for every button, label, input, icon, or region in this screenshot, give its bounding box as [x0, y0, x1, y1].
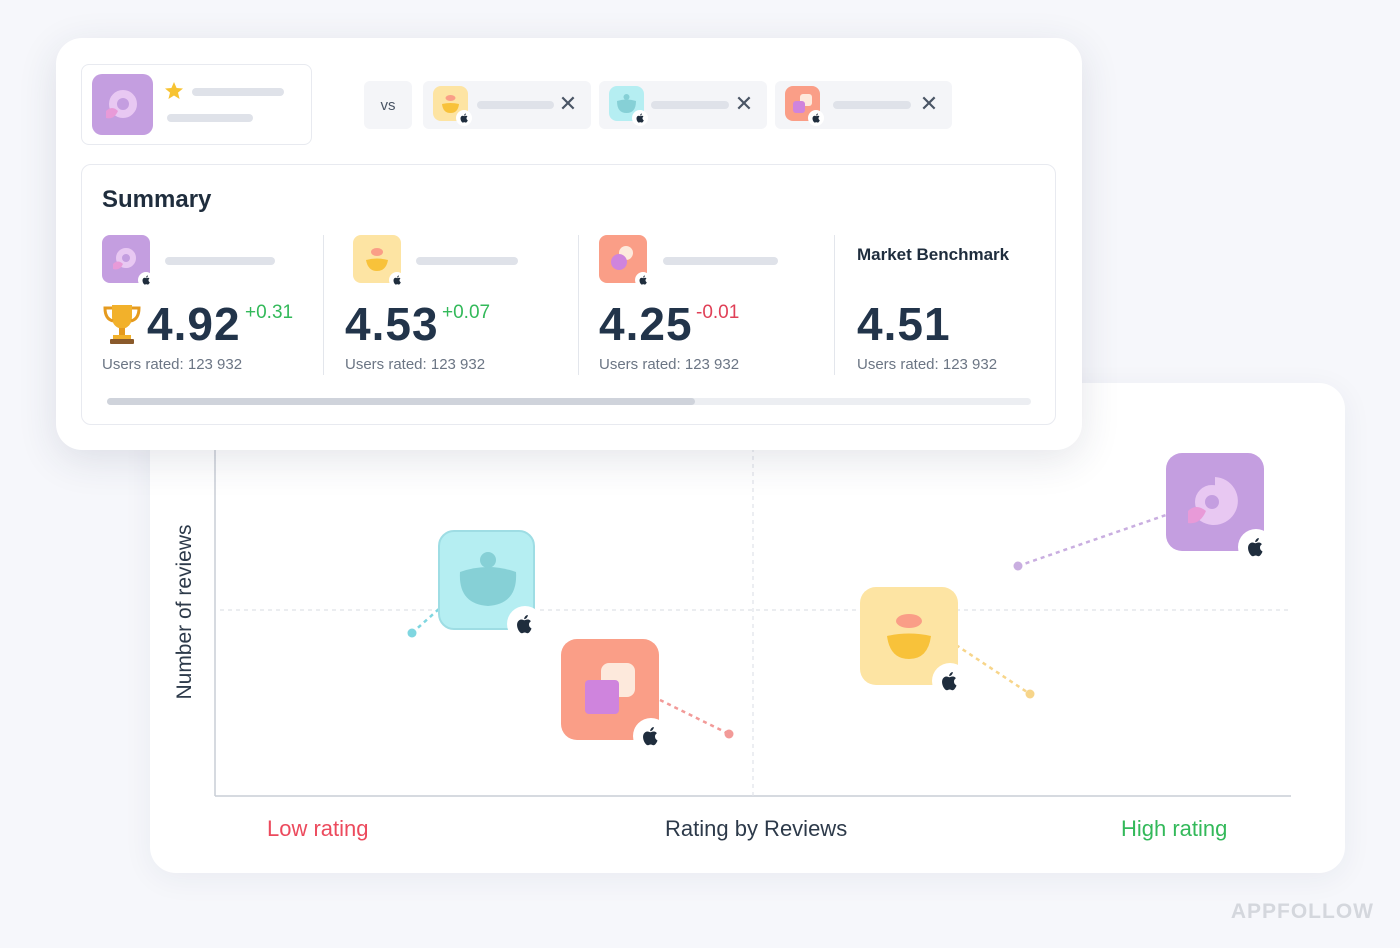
- users-rated: Users rated: 123 932: [599, 356, 740, 373]
- coral-leader-line: [659, 698, 730, 736]
- apple-store-icon: [389, 272, 405, 288]
- users-rated: Users rated: 123 932: [102, 356, 243, 373]
- apple-store-icon: [808, 110, 824, 126]
- teal-data-point: [407, 628, 417, 638]
- vs-label: vs: [364, 81, 412, 129]
- app-name-placeholder: [663, 257, 778, 265]
- summary-title: Summary: [102, 186, 212, 213]
- rating-delta: -0.01: [696, 302, 740, 323]
- yellow-data-point: [1025, 689, 1035, 699]
- purple-data-point: [1013, 561, 1023, 571]
- close-icon[interactable]: ✕: [558, 91, 578, 116]
- competitor-chip-coral[interactable]: ✕: [775, 81, 952, 129]
- purple-swirl-app-icon: [102, 235, 154, 288]
- column-divider: [834, 235, 835, 375]
- coral-squares-app-icon: [785, 86, 824, 126]
- apple-store-icon: [138, 272, 154, 288]
- yellow-leader-line: [955, 643, 1031, 696]
- coral-data-point: [724, 729, 734, 739]
- summary-panel: [81, 164, 1056, 425]
- apple-store-icon: [932, 663, 968, 699]
- apple-store-icon: [635, 272, 651, 288]
- yellow-smile-app-icon: [433, 86, 472, 126]
- apple-store-icon: [633, 718, 669, 754]
- rating-value: 4.92: [147, 298, 241, 350]
- benchmark-rating-value: 4.51: [857, 298, 951, 350]
- column-divider: [323, 235, 324, 375]
- rating-chart-card: [150, 383, 1345, 873]
- app-name-placeholder: [833, 101, 911, 109]
- appfollow-watermark: APPFOLLOW: [1230, 900, 1374, 923]
- x-axis-label: Rating by Reviews: [665, 816, 848, 841]
- users-rated: Users rated: 123 932: [345, 356, 486, 373]
- trophy-icon: [103, 305, 141, 344]
- y-axis-label: Number of reviews: [173, 524, 196, 700]
- app-name-placeholder: [477, 101, 554, 109]
- users-rated: Users rated: 123 932: [857, 356, 998, 373]
- rating-value: 4.25: [599, 298, 693, 350]
- high-rating-label: High rating: [1121, 816, 1228, 841]
- teal-leader-line: [411, 607, 441, 634]
- coral-squares-app-icon: [599, 235, 651, 288]
- competitor-chip-teal[interactable]: ✕: [599, 81, 767, 129]
- market-benchmark-title: Market Benchmark: [857, 245, 1010, 264]
- app-name-placeholder: [651, 101, 729, 109]
- app-name-placeholder: [192, 88, 284, 96]
- close-icon[interactable]: ✕: [919, 91, 939, 116]
- competitor-chip-yellow[interactable]: ✕: [423, 81, 591, 129]
- app-name-placeholder: [165, 257, 275, 265]
- teal-app-icon[interactable]: [438, 530, 543, 642]
- yellow-smile-app-icon: [353, 235, 405, 288]
- apple-store-icon: [456, 110, 472, 126]
- coral-app-icon[interactable]: [561, 639, 669, 754]
- horizontal-scrollbar-thumb[interactable]: [107, 398, 695, 405]
- low-rating-label: Low rating: [267, 816, 369, 841]
- purple-leader-line: [1017, 513, 1167, 568]
- rating-delta: +0.07: [442, 302, 491, 323]
- teal-app-icon: [609, 86, 648, 126]
- rating-value: 4.53: [345, 298, 439, 350]
- column-divider: [578, 235, 579, 375]
- purple-swirl-app-icon: [92, 74, 153, 135]
- purple-app-icon[interactable]: [1166, 453, 1274, 565]
- favorite-star-icon[interactable]: [164, 81, 184, 101]
- app-name-placeholder: [416, 257, 518, 265]
- app-subtitle-placeholder: [167, 114, 253, 122]
- close-icon[interactable]: ✕: [734, 91, 754, 116]
- rating-delta: +0.31: [245, 302, 294, 323]
- apple-store-icon: [507, 606, 543, 642]
- apple-store-icon: [1238, 529, 1274, 565]
- yellow-app-icon[interactable]: [860, 587, 968, 699]
- apple-store-icon: [632, 110, 648, 126]
